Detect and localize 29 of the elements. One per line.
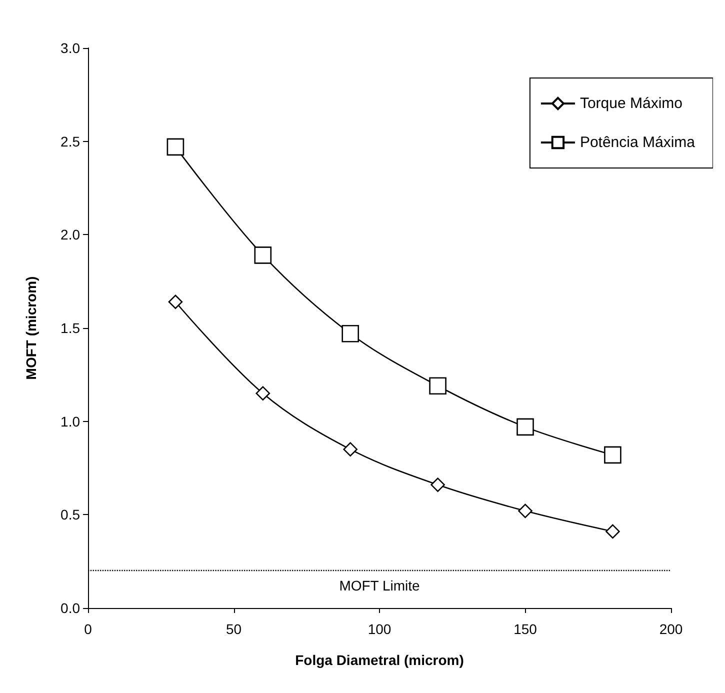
point bbox=[604, 446, 622, 464]
x-tick-label: 200 bbox=[659, 621, 683, 637]
point bbox=[430, 478, 445, 492]
point bbox=[168, 294, 183, 310]
ref-line-label: MOFT Limite bbox=[339, 578, 420, 594]
legend-label: Potência Máxima bbox=[580, 134, 696, 151]
point bbox=[342, 324, 359, 342]
point bbox=[606, 524, 620, 539]
point bbox=[516, 418, 534, 436]
x-tick-label: 50 bbox=[226, 621, 242, 637]
y-tick-label: 1.5 bbox=[60, 320, 80, 336]
point bbox=[429, 377, 446, 395]
y-tick-label: 0.5 bbox=[60, 506, 80, 523]
point bbox=[256, 386, 270, 400]
y-tick-label: 3.0 bbox=[60, 40, 80, 56]
x-tick-label: 100 bbox=[368, 621, 392, 637]
x-axis-title: Folga Diametral (microm) bbox=[295, 652, 464, 668]
y-tick-label: 0.0 bbox=[60, 600, 80, 616]
point bbox=[518, 504, 532, 518]
y-axis-title: MOFT (microm) bbox=[23, 276, 39, 380]
y-tick-label: 1.0 bbox=[60, 413, 80, 430]
y-tick-label: 2.0 bbox=[60, 226, 80, 243]
y-tick-label: 2.5 bbox=[60, 133, 80, 150]
x-tick-label: 0 bbox=[84, 621, 92, 637]
x-tick-label: 150 bbox=[514, 621, 538, 637]
point bbox=[166, 138, 184, 156]
point bbox=[254, 246, 272, 264]
legend-label: Torque Máximo bbox=[580, 95, 682, 112]
point bbox=[343, 442, 358, 456]
